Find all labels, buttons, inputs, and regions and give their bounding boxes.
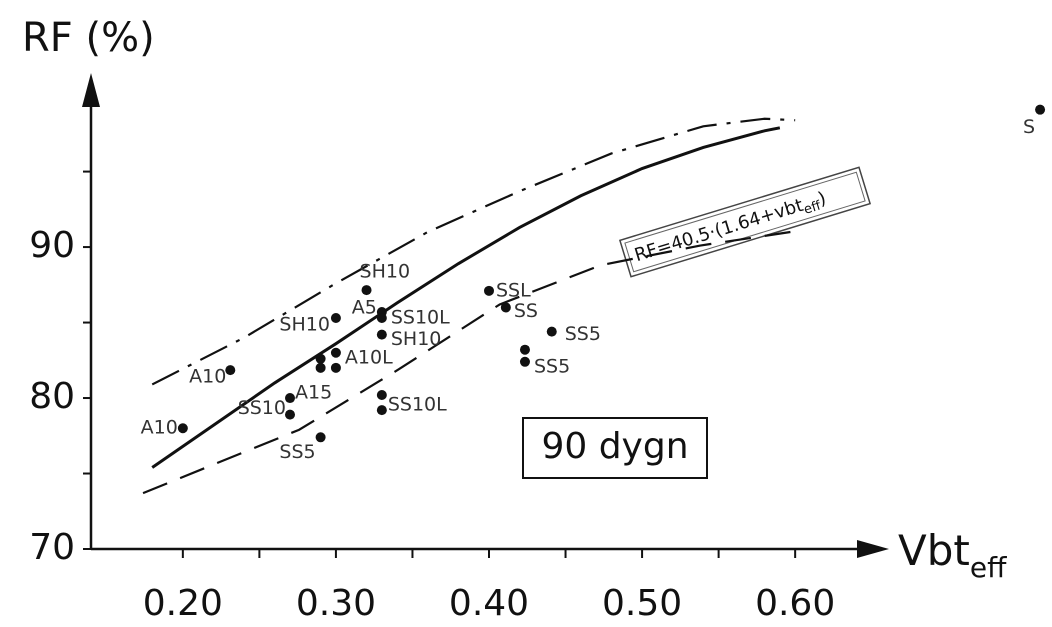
data-point [330,313,341,324]
point-label: SS5 [279,441,315,463]
y-axis-arrow [82,73,100,107]
data-point [225,365,236,376]
point-label: A10L [345,346,393,368]
x-tick-label: 0.40 [449,583,529,624]
data-point [285,393,295,404]
point-label: SS10L [388,394,447,416]
x-tick-label: 0.50 [602,583,682,624]
y-tick-label: 70 [29,527,75,568]
point-label: A10 [189,366,226,388]
point-label: SS5 [565,323,601,345]
curve-dashed [142,230,791,495]
annotation: 90 dygn [541,426,688,467]
equation-frame-inner [624,171,866,273]
point-label: S [1023,116,1035,138]
curve-dashdot [151,117,796,386]
data-point [330,347,341,358]
x-tick-label: 0.30 [296,583,376,624]
point-label: SH10 [279,314,330,336]
curve-solid [151,126,781,469]
x-axis-label: Vbteff [898,526,1007,585]
data-point [285,409,295,420]
data-point [376,313,387,324]
equation-box: RF=40.5·(1.64+vbteff) [618,166,872,278]
x-tick-label: 0.60 [755,583,835,624]
x-tick-label: 0.20 [143,583,223,624]
x-axis-label-sub: eff [970,551,1007,584]
point-label: A5 [352,296,377,318]
equation-frame-outer [618,166,872,278]
data-point [376,329,387,340]
data-point [315,353,326,364]
data-point [177,423,188,434]
annotation-box [522,417,708,479]
point-label: A15 [295,382,332,404]
data-point [315,432,326,443]
point-label: SS [514,300,538,322]
data-point [1035,104,1046,115]
data-point [330,362,341,373]
data-point [376,405,387,416]
data-point [546,326,557,337]
y-tick-label: 80 [29,376,75,417]
point-label: SH10 [391,328,442,350]
x-axis-label-main: Vbt [898,526,970,575]
data-point [361,285,372,296]
data-point [315,362,326,373]
point-label: SH10 [360,261,411,283]
point-label: SSL [496,279,531,301]
y-axis-label: RF (%) [22,15,155,61]
data-point [500,302,511,313]
x-axis-arrow [857,540,889,558]
point-label: SS10 [238,397,286,419]
y-tick-label: 90 [29,225,75,266]
point-label: A10 [141,417,178,439]
data-point [376,390,387,401]
data-point [484,285,494,296]
point-label: SS10L [391,307,450,329]
data-point [519,356,530,367]
point-label: SS5 [534,355,570,377]
data-point [519,344,530,355]
equation-sub: eff [802,198,824,218]
